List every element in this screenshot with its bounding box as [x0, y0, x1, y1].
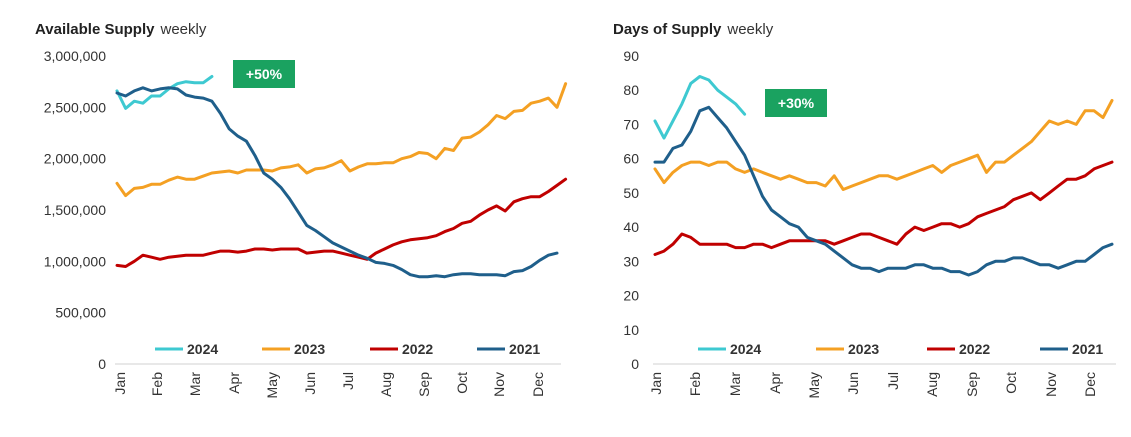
chart-title: Days of Supply weekly — [613, 21, 773, 38]
chart-subtitle: weekly — [727, 21, 774, 38]
chart-subtitle: weekly — [160, 21, 207, 38]
chart-panel-available-supply: Available Supply weekly 0 500,000 1,000,000… — [35, 21, 568, 398]
x-tick-label: Jun — [845, 372, 861, 395]
series-line-2021 — [115, 86, 559, 279]
change-badge-label: +50% — [246, 66, 283, 82]
y-tick-label: 0 — [631, 356, 639, 372]
y-tick-label: 30 — [623, 253, 639, 269]
change-badge-label: +30% — [778, 95, 815, 111]
series-line-2022 — [115, 177, 568, 268]
y-tick-label: 60 — [623, 151, 639, 167]
legend-label: 2022 — [402, 341, 433, 357]
legend-item-2022: 2022 — [927, 341, 990, 357]
series-line-2023 — [115, 82, 568, 198]
series-line-2021 — [653, 105, 1114, 277]
y-tick-label: 90 — [623, 48, 639, 64]
legend-label: 2023 — [848, 341, 879, 357]
x-tick-label: Jul — [885, 372, 901, 390]
y-tick-label: 2,000,000 — [44, 151, 106, 167]
series-line-2024 — [115, 75, 214, 110]
days-of-supply-chart: 0 10 20 30 40 50 60 70 80 90 Jan Feb Mar Apr May Jun Jul… — [623, 48, 1116, 398]
y-tick-label: 0 — [98, 356, 106, 372]
y-tick-label: 10 — [623, 322, 639, 338]
x-tick-label: Dec — [530, 372, 546, 397]
x-tick-label: Jul — [340, 372, 356, 390]
legend-label: 2022 — [959, 341, 990, 357]
x-tick-label: May — [806, 372, 822, 398]
x-tick-label: Nov — [491, 372, 507, 397]
y-tick-label: 80 — [623, 82, 639, 98]
x-tick-label: Jan — [648, 372, 664, 395]
legend-item-2023: 2023 — [816, 341, 879, 357]
x-tick-label: Oct — [454, 372, 470, 394]
y-tick-label: 1,000,000 — [44, 253, 106, 269]
x-tick-label: Feb — [687, 372, 703, 396]
y-tick-label: 40 — [623, 219, 639, 235]
x-tick-label: Nov — [1043, 372, 1059, 397]
available-supply-chart: 0 500,000 1,000,000 1,500,000 2,000,000 2,500… — [44, 48, 568, 398]
legend-item-2021: 2021 — [1040, 341, 1103, 357]
y-tick-label: 20 — [623, 288, 639, 304]
chart-title-text: Available Supply — [35, 21, 155, 38]
x-tick-label: Jun — [302, 372, 318, 395]
y-tick-label: 70 — [623, 116, 639, 132]
series-line-2022 — [653, 160, 1114, 256]
y-tick-label: 50 — [623, 185, 639, 201]
x-tick-label: Dec — [1082, 372, 1098, 397]
x-tick-label: Apr — [226, 372, 242, 394]
x-tick-label: Oct — [1003, 372, 1019, 394]
x-tick-label: Sep — [964, 372, 980, 397]
x-tick-label: Feb — [149, 372, 165, 396]
legend-label: 2024 — [187, 341, 218, 357]
x-tick-label: Jan — [112, 372, 128, 395]
legend-item-2023: 2023 — [262, 341, 325, 357]
legend-label: 2021 — [509, 341, 540, 357]
legend-item-2021: 2021 — [477, 341, 540, 357]
change-badge: +30% — [765, 89, 827, 117]
y-tick-label: 3,000,000 — [44, 48, 106, 64]
x-tick-label: Apr — [767, 372, 783, 394]
x-tick-label: Aug — [924, 372, 940, 397]
chart-title-text: Days of Supply — [613, 21, 722, 38]
x-tick-label: Mar — [187, 372, 203, 396]
legend-item-2024: 2024 — [155, 341, 218, 357]
change-badge-box — [765, 89, 827, 117]
legend-item-2024: 2024 — [698, 341, 761, 357]
chart-title: Available Supply weekly — [35, 21, 206, 38]
chart-panel-days-of-supply: Days of Supply weekly 0 10 20 30 40 50 60 70 80 90… — [580, 0, 1131, 437]
series-line-2024 — [653, 75, 747, 140]
y-tick-label: 500,000 — [55, 305, 106, 321]
x-tick-label: Aug — [378, 372, 394, 397]
legend-item-2022: 2022 — [370, 341, 433, 357]
series-line-2023 — [653, 99, 1114, 191]
x-tick-label: Sep — [416, 372, 432, 397]
change-badge-box — [233, 60, 295, 88]
legend-label: 2024 — [730, 341, 761, 357]
legend-label: 2021 — [1072, 341, 1103, 357]
legend-label: 2023 — [294, 341, 325, 357]
x-tick-label: May — [264, 372, 280, 398]
y-tick-label: 1,500,000 — [44, 202, 106, 218]
x-tick-label: Mar — [727, 372, 743, 396]
change-badge: +50% — [233, 60, 295, 88]
y-tick-label: 2,500,000 — [44, 99, 106, 115]
